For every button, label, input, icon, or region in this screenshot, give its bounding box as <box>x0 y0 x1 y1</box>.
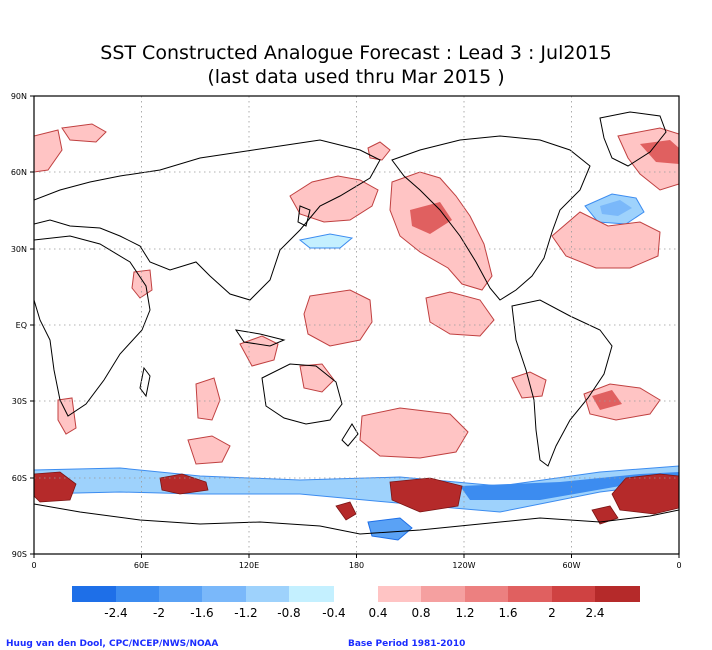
southern-ocean-cold-core <box>460 472 679 500</box>
southern-ocean-cold-band <box>34 465 679 513</box>
lon-label: 180 <box>349 561 364 570</box>
africa-outline <box>34 235 151 417</box>
sw-indian-warm <box>195 377 221 421</box>
colorbar-label: 0.4 <box>368 606 387 620</box>
lat-label: 30N <box>11 245 27 254</box>
colorbar-label: -2 <box>153 606 165 620</box>
lat-label: EQ <box>16 321 27 330</box>
colorbar-swatch <box>246 586 289 602</box>
colorbar-label: -0.8 <box>277 606 300 620</box>
colorbar-swatch <box>202 586 246 602</box>
timor-sea-warm <box>299 363 335 393</box>
lon-label: 120W <box>452 561 475 570</box>
central-pacific-warm <box>303 289 373 347</box>
s-atlantic-strong-warm <box>34 471 77 503</box>
indonesia-outline <box>234 329 286 347</box>
sw-atlantic-mid-warm <box>592 390 622 410</box>
lat-label: 60N <box>11 168 27 177</box>
ne-pacific-mid-warm <box>410 202 452 234</box>
colorbar-swatch <box>552 586 595 602</box>
colorbar-negative <box>72 586 334 602</box>
lon-label: 0 <box>676 561 681 570</box>
australia-outline <box>261 363 343 425</box>
colorbar-label: -0.4 <box>322 606 345 620</box>
eastern-pacific-warm <box>425 291 495 337</box>
se-atlantic-strong-warm <box>611 473 679 515</box>
se-pacific-strong-warm <box>591 505 619 525</box>
new-zealand-outline <box>341 423 359 447</box>
lon-label: 0 <box>31 561 36 570</box>
lon-label: 60E <box>134 561 149 570</box>
base-period-credit: Base Period 1981-2010 <box>348 639 466 649</box>
barents-warm <box>61 123 107 143</box>
colorbar-label: 2 <box>548 606 556 620</box>
colorbar-swatch <box>595 586 640 602</box>
colorbar-labels: -2.4 -2 -1.6 -1.2 -0.8 -0.4 0.4 0.8 1.2 … <box>104 606 604 620</box>
s-indian-strong-warm <box>159 473 209 495</box>
south-indian-warm <box>57 397 77 435</box>
author-credit: Huug van den Dool, CPC/NCEP/NWS/NOAA <box>6 639 219 649</box>
bering-warm <box>367 141 391 161</box>
indian-ocean-warm <box>187 435 231 465</box>
lon-label: 60W <box>562 561 580 570</box>
colorbar-swatch <box>421 586 465 602</box>
lat-labels: 90N 60N 30N EQ 30S 60S 90S <box>11 92 27 559</box>
colorbar-swatch <box>378 586 421 602</box>
south-pacific-warm <box>359 407 469 459</box>
arctic-warm-west <box>34 129 63 173</box>
lat-label: 90S <box>12 550 27 559</box>
n-atlantic-cold-core <box>600 200 632 216</box>
north-america-outline <box>391 135 591 301</box>
ross-strong-warm <box>335 501 357 521</box>
lon-labels: 0 60E 120E 180 120W 60W 0 <box>31 561 681 570</box>
lat-label: 60S <box>12 474 27 483</box>
colorbar-label: 2.4 <box>585 606 604 620</box>
colorbar-label: -2.4 <box>104 606 127 620</box>
colorbar-label: 0.8 <box>411 606 430 620</box>
map-subtitle: (last data used thru Mar 2015 ) <box>207 66 505 88</box>
antarctica-outline <box>34 503 679 535</box>
coastlines <box>34 111 679 535</box>
gulf-stream-warm <box>551 211 661 269</box>
colorbar-swatch <box>72 586 116 602</box>
colorbar-label: 1.2 <box>455 606 474 620</box>
south-america-outline <box>511 299 613 467</box>
n-pacific-cold <box>298 233 354 249</box>
colorbar-label: -1.6 <box>190 606 213 620</box>
colorbar-swatch <box>289 586 334 602</box>
colorbar-swatch <box>116 586 159 602</box>
eurasia-outline <box>34 139 381 301</box>
anomaly-field <box>34 123 679 541</box>
lon-label: 120E <box>239 561 259 570</box>
colorbar-positive <box>378 586 640 602</box>
colorbar-swatch <box>465 586 508 602</box>
colorbar-label: -1.2 <box>234 606 257 620</box>
lat-label: 30S <box>12 397 27 406</box>
colorbar-swatch <box>508 586 552 602</box>
maritime-continent-warm <box>239 335 279 367</box>
axis-ticks <box>30 95 680 558</box>
lat-label: 90N <box>11 92 27 101</box>
graticule <box>34 96 679 554</box>
colorbar-label: 1.6 <box>498 606 517 620</box>
arctic-mid-warm <box>640 140 679 164</box>
colorbar: -2.4 -2 -1.6 -1.2 -0.8 -0.4 0.4 0.8 1.2 … <box>72 586 640 620</box>
japan-outline <box>297 205 311 227</box>
colorbar-swatch <box>159 586 202 602</box>
greenland-outline <box>599 111 667 167</box>
map-title: SST Constructed Analogue Forecast : Lead… <box>100 42 612 64</box>
